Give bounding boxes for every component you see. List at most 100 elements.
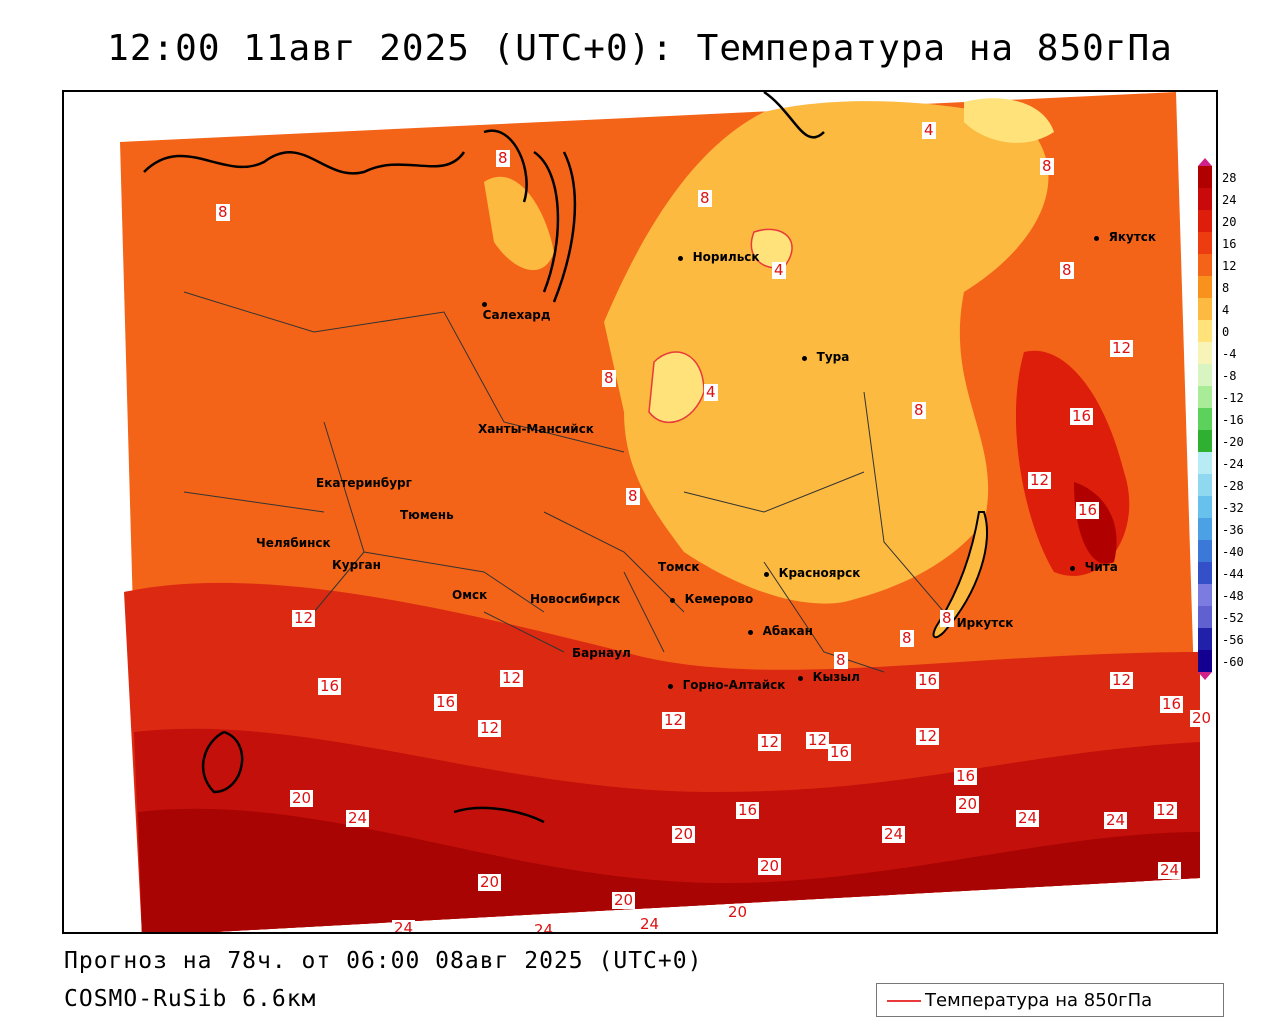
contour-value-label: 16	[1076, 501, 1100, 519]
legend-line-swatch	[887, 1000, 921, 1002]
contour-value-label: 16	[916, 671, 940, 689]
contour-value-label: 20	[478, 873, 502, 891]
contour-value-label: 16	[736, 801, 760, 819]
contour-value-label: 8	[1060, 261, 1074, 279]
colorbar-tick-label: 4	[1222, 303, 1230, 317]
contour-value-label: 8	[698, 189, 712, 207]
colorbar-segment	[1198, 474, 1212, 496]
cool-region-ne	[964, 98, 1054, 143]
contour-value-label: 8	[216, 203, 230, 221]
city-abakan: Абакан	[748, 620, 813, 639]
colorbar-segment	[1198, 166, 1212, 188]
cool-region-8	[604, 101, 1049, 604]
colorbar-segment	[1198, 254, 1212, 276]
contour-value-label: 24	[1016, 809, 1040, 827]
colorbar-tick-label: 16	[1222, 237, 1237, 251]
contour-value-label: 24	[392, 920, 416, 932]
contour-value-label: 16	[954, 767, 978, 785]
contour-value-label: 8	[834, 651, 848, 669]
contour-value-label: 4	[704, 383, 718, 401]
contour-value-label: 16	[318, 677, 342, 695]
contour-value-label: 24	[1158, 861, 1182, 879]
colorbar-tick-label: -32	[1222, 501, 1244, 515]
legend-box: Температура на 850гПа	[876, 983, 1224, 1017]
contour-value-label: 12	[806, 731, 830, 749]
contour-value-label: 20	[672, 825, 696, 843]
colorbar-tick-label: -60	[1222, 655, 1244, 669]
city-tomsk: Томск	[658, 560, 700, 574]
coastline	[143, 92, 825, 824]
city-kemerovo: Кемерово	[670, 588, 753, 607]
city-chita: Чита	[1070, 556, 1118, 575]
colorbar-tick-label: -36	[1222, 523, 1244, 537]
city-salekhard: Салехард	[482, 292, 565, 322]
contour-value-label: 20	[726, 903, 750, 921]
contour-value-label: 20	[290, 789, 314, 807]
colorbar-segment	[1198, 232, 1212, 254]
colorbar-segment	[1198, 276, 1212, 298]
colorbar-segment	[1198, 342, 1212, 364]
colorbar-segment	[1198, 540, 1212, 562]
contour-value-label: 16	[828, 743, 852, 761]
contour-value-label: 8	[602, 369, 616, 387]
city-gorno-altaysk: Горно-Алтайск	[668, 674, 785, 693]
city-yekaterinburg: Екатеринбург	[316, 476, 412, 490]
contour-value-label: 16	[434, 693, 458, 711]
contour-value-label: 16	[1160, 695, 1184, 713]
colorbar-tick-label: -12	[1222, 391, 1244, 405]
colorbar-segment	[1198, 518, 1212, 540]
contour-value-label: 24	[1104, 811, 1128, 829]
colorbar-segment	[1198, 386, 1212, 408]
contour-value-label: 8	[900, 629, 914, 647]
contour-value-label: 20	[758, 857, 782, 875]
contour-value-label: 12	[662, 711, 686, 729]
colorbar-segment	[1198, 584, 1212, 606]
contour-value-label: 16	[1070, 407, 1094, 425]
colorbar-tick-label: -28	[1222, 479, 1244, 493]
contour-value-label: 12	[1110, 339, 1134, 357]
contour-value-label: 8	[626, 487, 640, 505]
colorbar-tick-label: -48	[1222, 589, 1244, 603]
city-barnaul: Барнаул	[572, 646, 631, 660]
colorbar-segment	[1198, 298, 1212, 320]
warm-band-24	[138, 808, 1200, 932]
colorbar-scale	[1198, 158, 1212, 680]
contour-value-label: 12	[478, 719, 502, 737]
colorbar-top-arrow	[1198, 158, 1212, 166]
contour-value-label: 12	[758, 733, 782, 751]
colorbar-segment	[1198, 408, 1212, 430]
contour-value-label: 20	[612, 891, 636, 909]
contour-value-label: 12	[1028, 471, 1052, 489]
contour-value-label: 8	[940, 609, 954, 627]
contour-value-label: 12	[1154, 801, 1178, 819]
colorbar-tick-label: 28	[1222, 171, 1237, 185]
colorbar-tick-label: 24	[1222, 193, 1237, 207]
contour-value-label: 8	[1040, 157, 1054, 175]
city-norilsk: Норильск	[678, 246, 760, 265]
map-canvas	[120, 92, 1200, 932]
region-borders	[183, 291, 945, 673]
colorbar-segment	[1198, 606, 1212, 628]
colorbar-bottom-arrow	[1198, 672, 1212, 680]
colorbar-segment	[1198, 210, 1212, 232]
colorbar-tick-label: 8	[1222, 281, 1230, 295]
colorbar-segment	[1198, 628, 1212, 650]
legend-label: Температура на 850гПа	[925, 990, 1153, 1011]
forecast-info: Прогноз на 78ч. от 06:00 08авг 2025 (UTC…	[64, 948, 703, 974]
contour-value-label: 20	[1190, 709, 1214, 727]
contour-value-label: 24	[346, 809, 370, 827]
colorbar-tick-label: -8	[1222, 369, 1237, 383]
contour-value-label: 24	[638, 915, 662, 933]
baikal-lake	[932, 511, 988, 639]
city-chelyabinsk: Челябинск	[256, 536, 331, 550]
city-khanty-mansiysk: Ханты-Мансийск	[478, 422, 594, 436]
cool-region-4	[648, 351, 705, 423]
map-title: 12:00 11авг 2025 (UTC+0): Температура на…	[107, 28, 1173, 69]
colorbar	[1198, 158, 1218, 686]
colorbar-tick-label: -20	[1222, 435, 1244, 449]
colorbar-tick-label: -16	[1222, 413, 1244, 427]
colorbar-tick-label: -56	[1222, 633, 1244, 647]
colorbar-segment	[1198, 496, 1212, 518]
city-tyumen: Тюмень	[400, 508, 454, 522]
colorbar-tick-label: 20	[1222, 215, 1237, 229]
